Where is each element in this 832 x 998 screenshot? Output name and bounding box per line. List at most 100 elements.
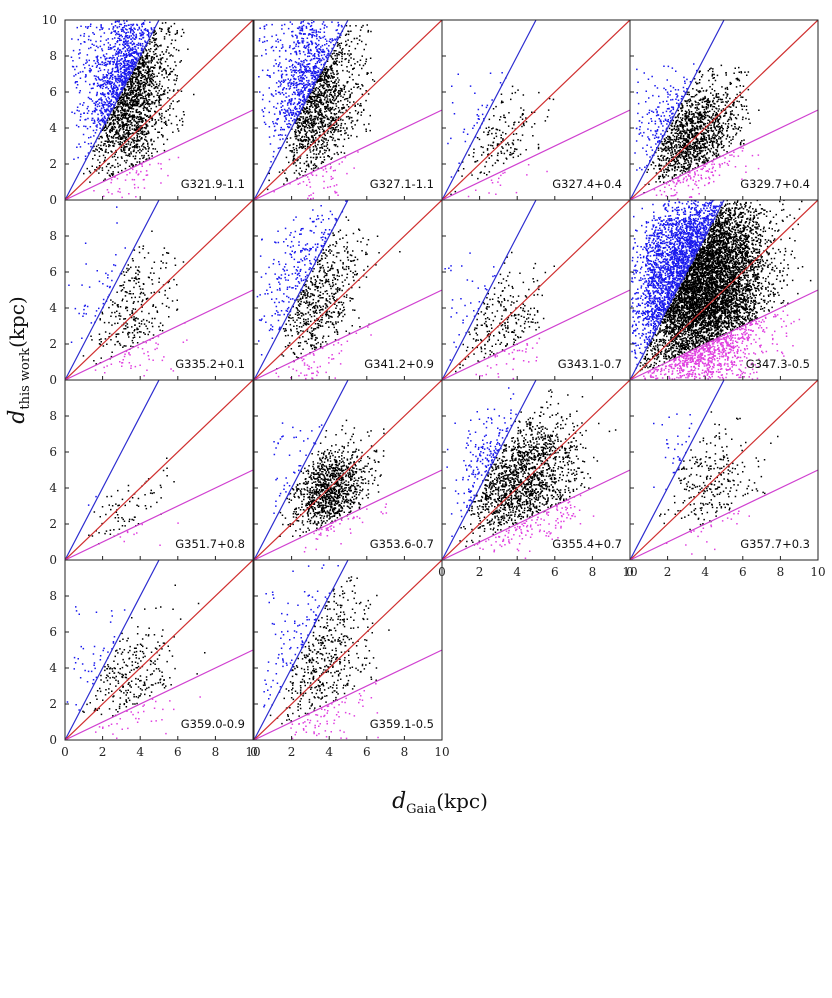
y-tick-label: 0 bbox=[49, 373, 57, 387]
panel-g341-2-0-9: G341.2+0.9 bbox=[253, 199, 443, 381]
reference-line-lower-boundary bbox=[442, 469, 630, 560]
reference-line-one-to-one bbox=[630, 200, 818, 380]
reference-line-lower-boundary bbox=[442, 289, 630, 380]
reference-line-upper-boundary bbox=[65, 560, 160, 740]
reference-line-upper-boundary bbox=[65, 380, 160, 560]
points-below-lower-line bbox=[653, 147, 760, 200]
reference-line-upper-boundary bbox=[254, 20, 349, 200]
points-above-upper-line bbox=[444, 252, 496, 361]
y-tick-label: 6 bbox=[49, 265, 57, 279]
reference-line-upper-boundary bbox=[630, 380, 725, 560]
panel-label: G321.9-1.1 bbox=[181, 177, 245, 191]
y-tick-label: 6 bbox=[49, 85, 57, 99]
points-above-upper-line bbox=[273, 422, 323, 514]
y-tick-label: 8 bbox=[49, 49, 57, 63]
x-tick-label: 8 bbox=[401, 745, 409, 759]
reference-line-lower-boundary bbox=[254, 109, 442, 200]
reference-line-one-to-one bbox=[65, 560, 253, 740]
points-above-upper-line bbox=[87, 495, 97, 506]
y-tick-label: 6 bbox=[49, 625, 57, 639]
y-tick-label: 2 bbox=[49, 337, 57, 351]
panel-label: G327.1-1.1 bbox=[370, 177, 434, 191]
reference-line-one-to-one bbox=[630, 380, 818, 560]
points-within-bounds bbox=[88, 457, 175, 545]
points-above-upper-line bbox=[631, 200, 725, 370]
panel-g321-9-1-1: G321.9-1.1 bbox=[64, 19, 254, 201]
reference-line-upper-boundary bbox=[442, 380, 537, 560]
scatter-points bbox=[258, 20, 376, 200]
points-within-bounds bbox=[269, 576, 390, 725]
y-tick-label: 0 bbox=[49, 193, 57, 207]
panel-label: G327.4+0.4 bbox=[552, 177, 622, 191]
y-tick-label: 4 bbox=[49, 301, 57, 315]
x-tick-label: 2 bbox=[288, 745, 296, 759]
points-below-lower-line bbox=[476, 494, 595, 559]
x-tick-label: 10 bbox=[434, 745, 449, 759]
panel-g357-7-0-3: G357.7+0.3 bbox=[629, 379, 819, 561]
points-within-bounds bbox=[276, 216, 401, 370]
reference-line-one-to-one bbox=[254, 20, 442, 200]
points-above-upper-line bbox=[66, 606, 126, 711]
points-within-bounds bbox=[266, 24, 376, 191]
panel-label: G353.6-0.7 bbox=[370, 537, 434, 551]
reference-line-one-to-one bbox=[254, 560, 442, 740]
reference-line-one-to-one bbox=[254, 200, 442, 380]
scatter-points bbox=[87, 457, 179, 547]
reference-line-lower-boundary bbox=[65, 649, 253, 740]
points-within-bounds bbox=[639, 200, 812, 372]
scatter-points bbox=[273, 419, 388, 553]
panel-g335-2-0-1: G335.2+0.1 bbox=[64, 199, 254, 381]
points-within-bounds bbox=[659, 411, 779, 531]
scatter-points bbox=[263, 564, 390, 740]
reference-line-upper-boundary bbox=[442, 20, 537, 200]
y-tick-label: 0 bbox=[49, 733, 57, 747]
points-below-lower-line bbox=[467, 164, 548, 198]
scatter-points bbox=[444, 251, 555, 380]
reference-line-lower-boundary bbox=[65, 289, 253, 380]
y-tick-label: 8 bbox=[49, 409, 57, 423]
panel-frame bbox=[64, 559, 254, 741]
points-above-upper-line bbox=[256, 200, 347, 356]
points-below-lower-line bbox=[665, 510, 750, 555]
x-tick-label: 10 bbox=[810, 565, 825, 579]
panel-label: G329.7+0.4 bbox=[740, 177, 810, 191]
points-below-lower-line bbox=[303, 503, 388, 553]
points-below-lower-line bbox=[94, 322, 188, 377]
panel-label: G335.2+0.1 bbox=[175, 357, 245, 371]
reference-line-upper-boundary bbox=[630, 20, 725, 200]
x-tick-label: 8 bbox=[589, 565, 597, 579]
reference-line-lower-boundary bbox=[630, 289, 818, 380]
reference-line-lower-boundary bbox=[254, 469, 442, 560]
reference-line-lower-boundary bbox=[254, 649, 442, 740]
x-tick-label: 2 bbox=[664, 565, 672, 579]
reference-line-one-to-one bbox=[442, 200, 630, 380]
y-tick-label: 0 bbox=[49, 553, 57, 567]
scatter-points bbox=[68, 206, 188, 377]
panel-label: G351.7+0.8 bbox=[175, 537, 245, 551]
x-tick-label: 0 bbox=[250, 745, 258, 759]
reference-line-lower-boundary bbox=[630, 469, 818, 560]
scatter-points bbox=[256, 200, 401, 380]
y-tick-label: 6 bbox=[49, 445, 57, 459]
points-below-lower-line bbox=[290, 683, 379, 740]
points-below-lower-line bbox=[643, 310, 801, 380]
scatter-points bbox=[634, 63, 760, 200]
panel-label: G341.2+0.9 bbox=[364, 357, 434, 371]
panel-g359-1-0-5: G359.1-0.5 bbox=[253, 559, 443, 741]
panel-frame bbox=[629, 379, 819, 561]
reference-line-upper-boundary bbox=[254, 380, 349, 560]
x-tick-label: 4 bbox=[136, 745, 144, 759]
points-above-upper-line bbox=[70, 20, 156, 160]
x-tick-label: 6 bbox=[174, 745, 182, 759]
panel-g353-6-0-7: G353.6-0.7 bbox=[253, 379, 443, 561]
x-tick-label: 10 bbox=[622, 565, 637, 579]
x-tick-label: 0 bbox=[626, 565, 634, 579]
points-within-bounds bbox=[279, 419, 385, 538]
y-tick-label: 2 bbox=[49, 517, 57, 531]
x-tick-label: 10 bbox=[245, 745, 260, 759]
points-below-lower-line bbox=[275, 326, 372, 380]
x-tick-label: 8 bbox=[212, 745, 220, 759]
panel-g327-1-1-1: G327.1-1.1 bbox=[253, 19, 443, 201]
scatter-points bbox=[653, 411, 779, 555]
